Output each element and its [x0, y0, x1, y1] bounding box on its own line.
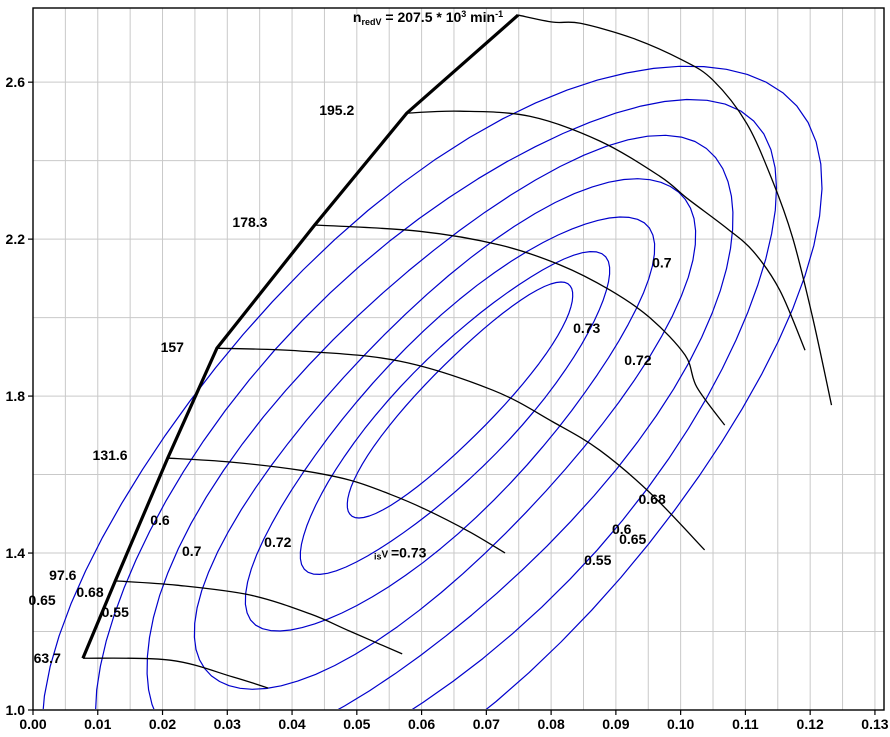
x-tick-label: 0.10: [667, 716, 694, 732]
chart-title: nredV = 207.5 * 103 min-1: [353, 9, 503, 27]
efficiency-contours: [42, 65, 823, 709]
efficiency-label: 0.7: [652, 254, 672, 270]
efficiency-label: 0.73: [573, 320, 600, 336]
y-tick-label: 1.4: [6, 545, 26, 561]
efficiency-label: 0.55: [584, 552, 611, 568]
efficiency-label: 0.6: [612, 521, 632, 537]
speed-line-195.2: [406, 110, 806, 351]
efficiency-contour-0.65: [146, 134, 734, 709]
x-tick-label: 0.02: [149, 716, 176, 732]
efficiency-contour-0.7: [244, 216, 656, 632]
speed-line-label: 195.2: [319, 102, 354, 118]
speed-line-97.6: [115, 580, 403, 655]
efficiency-label: 0.7: [182, 543, 202, 559]
speed-line-178.3: [314, 224, 726, 426]
speed-line-label: 131.6: [93, 447, 128, 463]
speed-line-label: 97.6: [49, 567, 76, 583]
efficiency-label: 0.68: [639, 491, 666, 507]
efficiency-label: 0.65: [28, 592, 55, 608]
x-tick-label: 0.12: [797, 716, 824, 732]
y-tick-label: 2.6: [6, 74, 26, 90]
grid: [33, 8, 884, 710]
speed-lines: [82, 14, 833, 689]
x-tick-label: 0.03: [214, 716, 241, 732]
x-tick-label: 0.06: [408, 716, 435, 732]
efficiency-contour-0.55: [42, 65, 823, 709]
x-tick-label: 0.01: [84, 716, 111, 732]
x-tick-label: 0.00: [19, 716, 46, 732]
y-tick-label: 1.8: [6, 388, 26, 404]
speed-line-207.5: [517, 14, 833, 406]
speed-line-63.7: [82, 657, 269, 689]
efficiency-label: 0.6: [150, 512, 170, 528]
efficiency-label: 0.72: [264, 534, 291, 550]
speed-line-157: [216, 347, 706, 551]
speed-line-label: 63.7: [34, 650, 61, 666]
efficiency-label: 0.65: [619, 531, 646, 547]
x-tick-label: 0.05: [343, 716, 370, 732]
efficiency-contour-0.72: [299, 251, 611, 575]
x-tick-label: 0.11: [732, 716, 759, 732]
speed-line-label: 157: [161, 339, 185, 355]
efficiency-contour-0.68: [193, 178, 697, 690]
x-tick-label: 0.13: [861, 716, 888, 732]
efficiency-contour-0.6: [95, 98, 778, 709]
y-tick-label: 2.2: [6, 231, 26, 247]
speed-line-label: 178.3: [232, 214, 267, 230]
efficiency-contour-0.73: [346, 281, 574, 519]
x-tick-label: 0.07: [473, 716, 500, 732]
efficiency-inline-label: isV =0.73: [374, 545, 427, 562]
plot-border: [32, 7, 885, 711]
efficiency-label: 0.68: [76, 584, 103, 600]
x-tick-label: 0.08: [537, 716, 564, 732]
efficiency-label: 0.72: [624, 352, 651, 368]
x-tick-label: 0.04: [278, 716, 305, 732]
x-tick-label: 0.09: [602, 716, 629, 732]
y-tick-label: 1.0: [6, 702, 26, 718]
speed-line-131.6: [167, 457, 506, 554]
efficiency-label: 0.55: [102, 604, 129, 620]
surge-line: [81, 13, 520, 659]
